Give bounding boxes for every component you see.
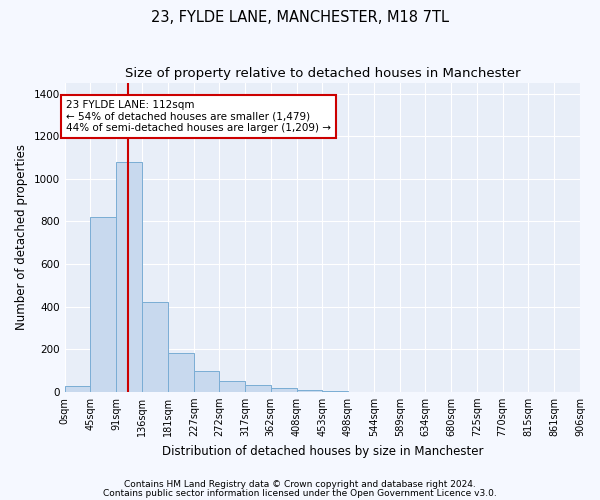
X-axis label: Distribution of detached houses by size in Manchester: Distribution of detached houses by size … xyxy=(161,444,483,458)
Bar xyxy=(245,386,271,392)
Bar xyxy=(142,302,167,392)
Bar xyxy=(297,390,322,392)
Bar xyxy=(167,354,194,392)
Text: Contains HM Land Registry data © Crown copyright and database right 2024.: Contains HM Land Registry data © Crown c… xyxy=(124,480,476,489)
Bar xyxy=(271,388,297,392)
Title: Size of property relative to detached houses in Manchester: Size of property relative to detached ho… xyxy=(125,68,520,80)
Bar xyxy=(90,217,116,392)
Bar xyxy=(65,386,90,392)
Text: 23 FYLDE LANE: 112sqm
← 54% of detached houses are smaller (1,479)
44% of semi-d: 23 FYLDE LANE: 112sqm ← 54% of detached … xyxy=(66,100,331,134)
Text: Contains public sector information licensed under the Open Government Licence v3: Contains public sector information licen… xyxy=(103,488,497,498)
Y-axis label: Number of detached properties: Number of detached properties xyxy=(15,144,28,330)
Text: 23, FYLDE LANE, MANCHESTER, M18 7TL: 23, FYLDE LANE, MANCHESTER, M18 7TL xyxy=(151,10,449,25)
Bar xyxy=(116,162,142,392)
Bar xyxy=(194,370,220,392)
Bar xyxy=(220,381,245,392)
